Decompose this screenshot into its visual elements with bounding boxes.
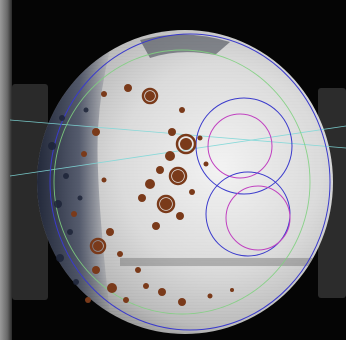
stain-spots	[71, 84, 234, 306]
horizontal-band	[120, 258, 320, 266]
top-dark-wedge	[140, 34, 230, 58]
guide-line-lower	[9, 125, 346, 177]
stain-rings	[89, 87, 197, 255]
magenta-circle-lower	[225, 185, 291, 251]
dark-speckles	[48, 107, 89, 285]
green-ring	[53, 49, 311, 315]
magenta-circle-upper	[207, 113, 273, 179]
left-holder-block	[12, 84, 48, 300]
outer-blue-ring	[49, 33, 331, 331]
guide-line-upper	[9, 119, 346, 149]
left-edge-strip	[0, 0, 12, 340]
